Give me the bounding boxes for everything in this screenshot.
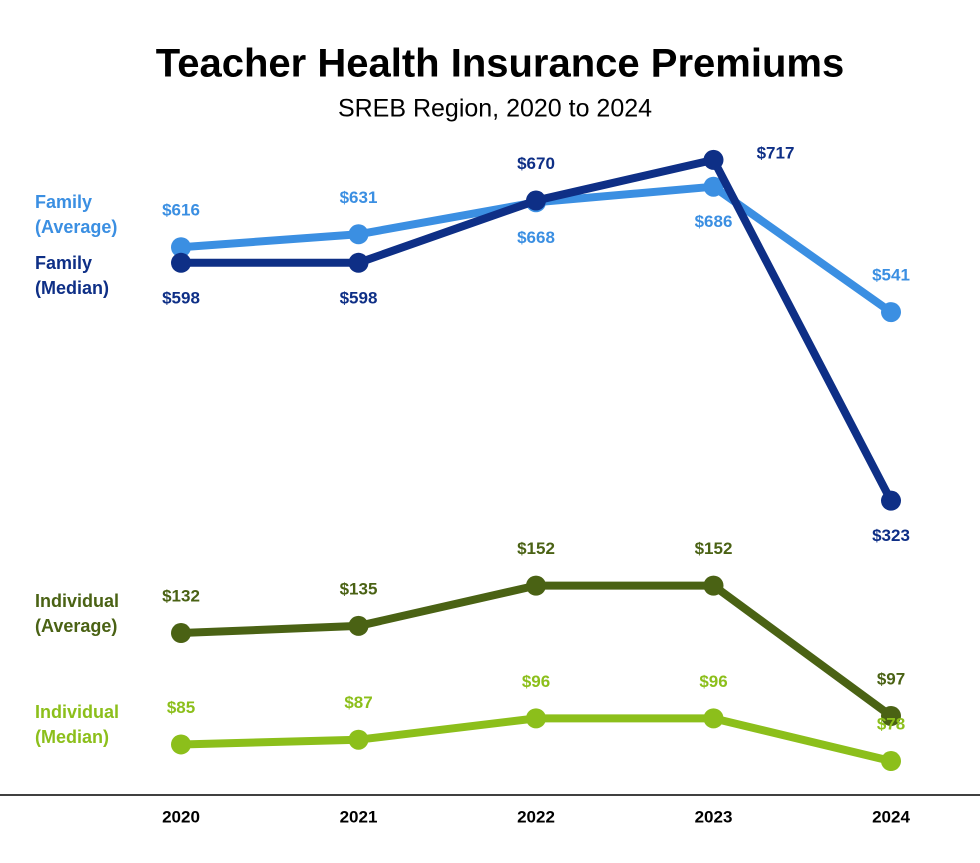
value-label: $96 [522,672,550,691]
series-line [180,581,894,720]
value-label: $598 [340,288,378,307]
value-label: $686 [695,212,733,231]
point [348,615,369,636]
point [348,729,369,750]
value-label: $87 [344,693,372,712]
value-label: $152 [517,539,555,558]
value-label: $85 [167,698,195,717]
legend-entry: Individual (Median) [35,702,120,748]
value-label: $323 [872,526,910,545]
point [881,751,901,772]
value-label: $670 [517,154,555,173]
point [171,237,191,258]
point [526,575,546,596]
legend-entry: Individual (Average) [35,591,120,637]
value-label: $616 [162,201,200,220]
point [171,252,191,273]
value-label: $96 [699,672,727,691]
legend-entry: Family (Median) [35,252,109,298]
value-label: $631 [340,188,378,207]
point [703,575,724,596]
x-tick-label: 2023 [695,807,733,826]
point [703,149,724,170]
point [526,190,546,211]
point [703,176,724,197]
x-tick-label: 2020 [162,807,200,826]
point [526,708,546,729]
point [703,708,724,729]
x-tick-label: 2022 [517,807,555,826]
x-tick-label: 2021 [340,807,378,826]
value-label: $598 [162,288,200,307]
value-label: $717 [757,143,795,162]
value-label: $97 [877,669,905,688]
point [881,490,901,511]
legend-entry: Family (Average) [35,192,118,238]
point [348,224,369,245]
point [348,252,369,273]
point [881,706,901,726]
point [171,734,191,755]
chart-title: Teacher Health Insurance Premiums [156,42,844,86]
value-label: $78 [877,715,905,734]
chart-subtitle: SREB Region, 2020 to 2024 [338,95,652,123]
x-tick-label: 2024 [872,807,910,826]
value-label: $668 [517,228,555,247]
value-label: $541 [872,266,910,285]
value-label: $132 [162,587,200,606]
point [171,623,191,644]
value-label: $152 [695,539,733,558]
value-label: $135 [340,579,378,598]
point [881,302,901,323]
